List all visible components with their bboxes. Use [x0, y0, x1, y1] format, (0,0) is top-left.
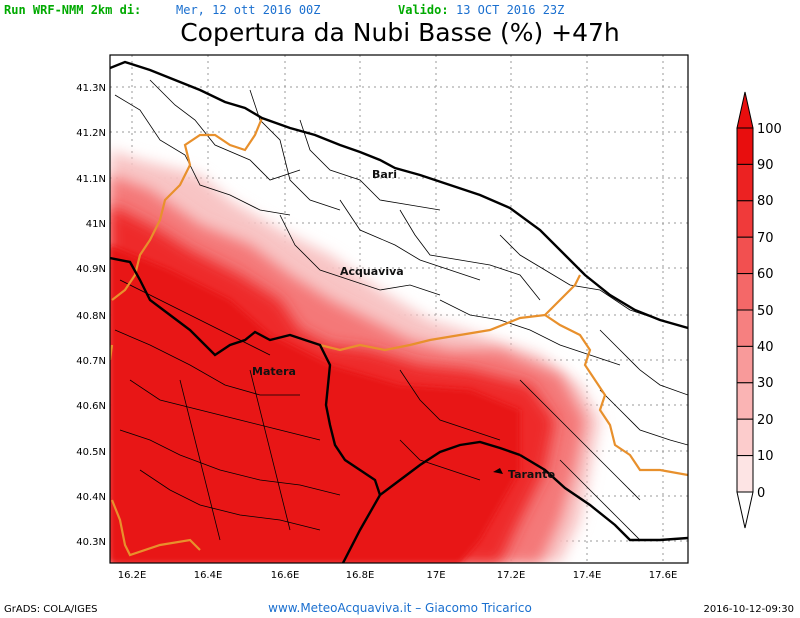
city-markers: Bari Acquaviva Matera Taranto [252, 168, 555, 481]
colorbar-cell [736, 345, 754, 384]
lat-label: 40.3N [76, 537, 106, 548]
colorbar-label: 100 [757, 122, 782, 137]
colorbar-cell [736, 200, 754, 238]
lat-label: 41.3N [76, 83, 106, 94]
colorbar-label: 10 [757, 449, 774, 464]
valid-date: 13 OCT 2016 23Z [456, 3, 565, 17]
lon-label: 17.2E [497, 570, 526, 581]
municipal-borders [114, 79, 688, 541]
city-label-matera: Matera [252, 365, 296, 378]
lat-label: 40.5N [76, 447, 106, 458]
map-title: Copertura da Nubi Basse (%) +47h [180, 18, 620, 47]
colorbar-label: 60 [757, 267, 774, 282]
region-borders [110, 117, 688, 557]
colorbar-top-arrow [736, 91, 754, 129]
valid-label: Valido: [398, 3, 449, 17]
lon-label: 17.6E [649, 570, 678, 581]
run-date: Mer, 12 ott 2016 00Z [176, 3, 321, 17]
colorbar-cell [736, 127, 754, 165]
lat-label: 41N [86, 219, 106, 230]
colorbar-cell [736, 382, 754, 420]
taranto-marker [493, 468, 503, 474]
lat-label: 40.6N [76, 401, 106, 412]
city-label-acquaviva: Acquaviva [340, 265, 404, 278]
lon-label: 17.4E [573, 570, 602, 581]
map-area: Bari Acquaviva Matera Taranto [110, 55, 688, 563]
grads-credit: GrADS: COLA/IGES [4, 604, 98, 615]
colorbar: 100 90 80 70 60 50 40 30 20 10 0 [736, 91, 782, 529]
province-borders [110, 256, 521, 563]
lon-label: 16.4E [194, 570, 223, 581]
lon-label: 16.2E [118, 570, 147, 581]
map-frame [109, 54, 689, 564]
run-label: Run WRF-NMM 2km di: [4, 3, 142, 17]
lon-label: 16.8E [346, 570, 375, 581]
colorbar-label: 90 [757, 158, 774, 173]
lat-label: 40.9N [76, 264, 106, 275]
lon-axis: 16.2E 16.4E 16.6E 16.8E 17E 17.2E 17.4E … [118, 570, 678, 581]
lon-label: 16.6E [271, 570, 300, 581]
colorbar-label: 0 [757, 486, 765, 501]
city-label-bari: Bari [372, 168, 397, 181]
lat-label: 41.2N [76, 128, 106, 139]
colorbar-label: 70 [757, 231, 774, 246]
city-label-taranto: Taranto [508, 468, 555, 481]
colorbar-cell [736, 418, 754, 457]
colorbar-cell [736, 309, 754, 347]
cloud-cover-field [110, 150, 600, 563]
lon-label: 17E [426, 570, 445, 581]
site-credit: www.MeteoAcquaviva.it – Giacomo Tricaric… [268, 601, 532, 615]
colorbar-cell [736, 273, 754, 311]
colorbar-cell [736, 236, 754, 275]
colorbar-label: 50 [757, 304, 774, 319]
colorbar-label: 40 [757, 340, 774, 355]
colorbar-cell [736, 455, 754, 493]
coastline [110, 60, 688, 542]
lat-label: 41.1N [76, 174, 106, 185]
colorbar-cell [736, 163, 754, 202]
lat-label: 40.8N [76, 311, 106, 322]
colorbar-bottom-arrow [736, 491, 754, 529]
colorbar-label: 80 [757, 194, 774, 209]
timestamp: 2016-10-12-09:30 [703, 604, 794, 615]
colorbar-label: 30 [757, 376, 774, 391]
colorbar-label: 20 [757, 413, 774, 428]
lat-label: 40.7N [76, 356, 106, 367]
lat-axis: 41.3N 41.2N 41.1N 41N 40.9N 40.8N 40.7N … [76, 83, 106, 548]
lat-label: 40.4N [76, 492, 106, 503]
